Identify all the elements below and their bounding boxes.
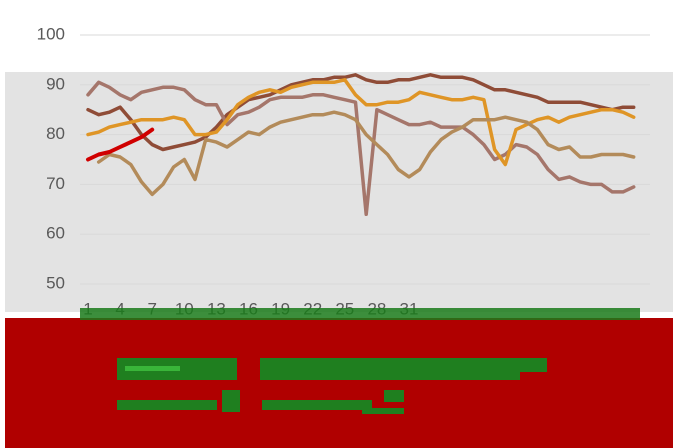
glitch-bar: [125, 366, 180, 371]
glitch-bar: [260, 372, 520, 380]
glitch-bar: [117, 400, 217, 410]
glitch-bar: [362, 408, 404, 414]
y-tick-label: 70: [46, 174, 65, 193]
glitch-bar: [384, 390, 404, 402]
glitch-bar: [222, 390, 240, 412]
y-tick-label: 80: [46, 124, 65, 143]
glitch-bar: [260, 358, 547, 372]
series-line: [96, 110, 636, 197]
plot-area: 50607080901001471013161922252831: [37, 24, 650, 318]
series-line: [86, 80, 636, 217]
y-tick-label: 60: [46, 224, 65, 243]
series-line: [86, 127, 155, 162]
glitch-bar: [262, 400, 372, 410]
glitch-block: [5, 318, 673, 448]
series-line: [86, 73, 636, 152]
glitch-overlay: [5, 308, 673, 448]
glitch-band: [5, 72, 673, 312]
series-line: [86, 78, 636, 167]
glitch-strip: [80, 308, 640, 320]
y-tick-label: 50: [46, 273, 65, 292]
y-tick-label: 100: [37, 24, 65, 43]
y-tick-label: 90: [46, 74, 65, 93]
